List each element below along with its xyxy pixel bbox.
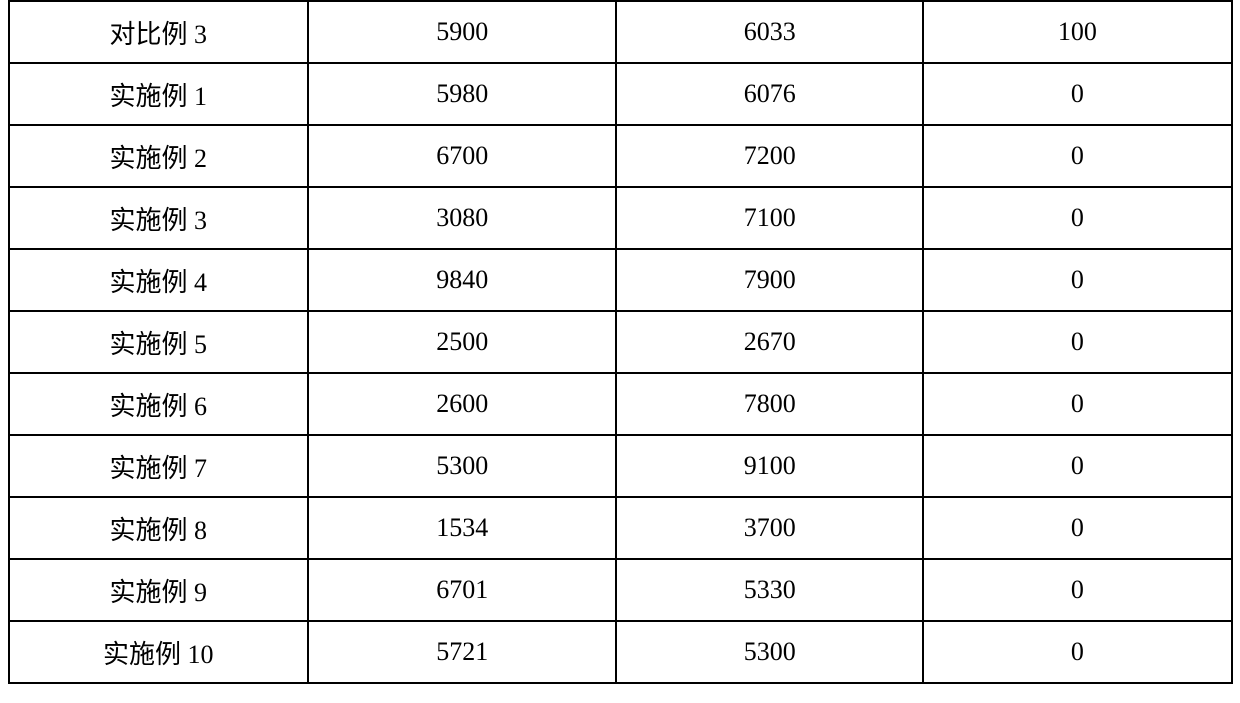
cell-value: 3080 bbox=[308, 187, 616, 249]
cell-value: 7100 bbox=[616, 187, 923, 249]
table-row: 实施例 2 6700 7200 0 bbox=[9, 125, 1232, 187]
data-table: 对比例 3 5900 6033 100 实施例 1 5980 6076 0 实施… bbox=[8, 0, 1233, 684]
cell-value: 5980 bbox=[308, 63, 616, 125]
cell-value: 1534 bbox=[308, 497, 616, 559]
cell-value: 0 bbox=[923, 125, 1231, 187]
cell-value: 5330 bbox=[616, 559, 923, 621]
cell-value: 5300 bbox=[308, 435, 616, 497]
table-row: 实施例 5 2500 2670 0 bbox=[9, 311, 1232, 373]
table-body: 对比例 3 5900 6033 100 实施例 1 5980 6076 0 实施… bbox=[9, 1, 1232, 683]
cell-value: 5300 bbox=[616, 621, 923, 683]
cell-value: 2600 bbox=[308, 373, 616, 435]
cell-value: 5900 bbox=[308, 1, 616, 63]
cell-label: 实施例 5 bbox=[9, 311, 309, 373]
table-row: 实施例 10 5721 5300 0 bbox=[9, 621, 1232, 683]
cell-value: 7900 bbox=[616, 249, 923, 311]
cell-value: 0 bbox=[923, 249, 1231, 311]
cell-label: 实施例 4 bbox=[9, 249, 309, 311]
cell-value: 7800 bbox=[616, 373, 923, 435]
cell-value: 0 bbox=[923, 373, 1231, 435]
cell-label: 实施例 1 bbox=[9, 63, 309, 125]
data-table-container: 对比例 3 5900 6033 100 实施例 1 5980 6076 0 实施… bbox=[8, 0, 1233, 684]
table-row: 实施例 9 6701 5330 0 bbox=[9, 559, 1232, 621]
cell-value: 9840 bbox=[308, 249, 616, 311]
cell-label: 实施例 6 bbox=[9, 373, 309, 435]
table-row: 实施例 1 5980 6076 0 bbox=[9, 63, 1232, 125]
table-row: 实施例 7 5300 9100 0 bbox=[9, 435, 1232, 497]
cell-value: 6700 bbox=[308, 125, 616, 187]
cell-value: 0 bbox=[923, 559, 1231, 621]
cell-value: 6701 bbox=[308, 559, 616, 621]
cell-label: 实施例 3 bbox=[9, 187, 309, 249]
cell-value: 5721 bbox=[308, 621, 616, 683]
cell-value: 0 bbox=[923, 63, 1231, 125]
cell-value: 9100 bbox=[616, 435, 923, 497]
table-row: 实施例 8 1534 3700 0 bbox=[9, 497, 1232, 559]
cell-value: 3700 bbox=[616, 497, 923, 559]
table-row: 实施例 6 2600 7800 0 bbox=[9, 373, 1232, 435]
cell-value: 6076 bbox=[616, 63, 923, 125]
cell-value: 2500 bbox=[308, 311, 616, 373]
cell-value: 0 bbox=[923, 187, 1231, 249]
cell-label: 实施例 10 bbox=[9, 621, 309, 683]
cell-value: 0 bbox=[923, 497, 1231, 559]
table-row: 实施例 4 9840 7900 0 bbox=[9, 249, 1232, 311]
cell-value: 7200 bbox=[616, 125, 923, 187]
cell-label: 实施例 2 bbox=[9, 125, 309, 187]
table-row: 对比例 3 5900 6033 100 bbox=[9, 1, 1232, 63]
cell-value: 0 bbox=[923, 435, 1231, 497]
cell-value: 100 bbox=[923, 1, 1231, 63]
cell-value: 0 bbox=[923, 621, 1231, 683]
cell-label: 实施例 9 bbox=[9, 559, 309, 621]
cell-value: 6033 bbox=[616, 1, 923, 63]
cell-value: 0 bbox=[923, 311, 1231, 373]
cell-label: 实施例 7 bbox=[9, 435, 309, 497]
table-row: 实施例 3 3080 7100 0 bbox=[9, 187, 1232, 249]
cell-value: 2670 bbox=[616, 311, 923, 373]
cell-label: 对比例 3 bbox=[9, 1, 309, 63]
cell-label: 实施例 8 bbox=[9, 497, 309, 559]
